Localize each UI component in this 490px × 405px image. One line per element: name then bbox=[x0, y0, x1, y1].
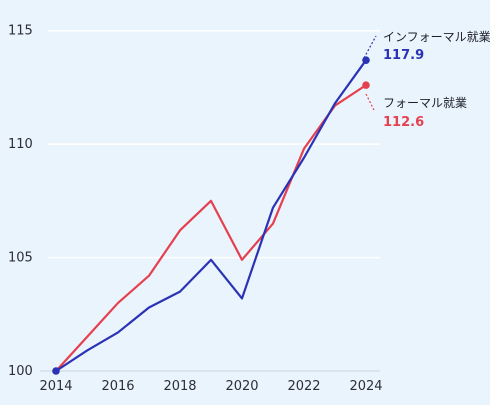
gridlines bbox=[40, 29, 380, 372]
y-tick-label: 100 bbox=[8, 364, 33, 379]
y-tick-label: 105 bbox=[8, 251, 33, 266]
x-tick-label: 2014 bbox=[39, 379, 72, 394]
series-end-labels: インフォーマル就業 117.9 フォーマル就業 112.6 bbox=[363, 30, 490, 130]
series-name-label: フォーマル就業 bbox=[383, 96, 467, 110]
x-tick-label: 2020 bbox=[225, 379, 258, 394]
series-name-label: インフォーマル就業 bbox=[383, 30, 490, 44]
series-value-label: 117.9 bbox=[383, 48, 424, 63]
series-end-point bbox=[362, 81, 370, 89]
series-value-label: 112.6 bbox=[383, 115, 424, 130]
series-start-point bbox=[52, 367, 60, 375]
leader-line bbox=[365, 93, 375, 111]
y-tick-label: 115 bbox=[8, 24, 33, 39]
axis-tick-labels: 100 105 110 115 2014 2016 2018 2020 2022 2024 bbox=[8, 24, 383, 394]
x-tick-label: 2016 bbox=[101, 379, 134, 394]
x-tick-label: 2022 bbox=[287, 379, 320, 394]
x-tick-label: 2018 bbox=[163, 379, 196, 394]
x-tick-label: 2024 bbox=[349, 379, 382, 394]
leader-line bbox=[363, 35, 377, 59]
series-line bbox=[54, 84, 368, 373]
y-tick-label: 110 bbox=[8, 137, 33, 152]
series-lines bbox=[52, 56, 370, 375]
series-line bbox=[54, 59, 368, 373]
series-end-point bbox=[362, 56, 370, 64]
